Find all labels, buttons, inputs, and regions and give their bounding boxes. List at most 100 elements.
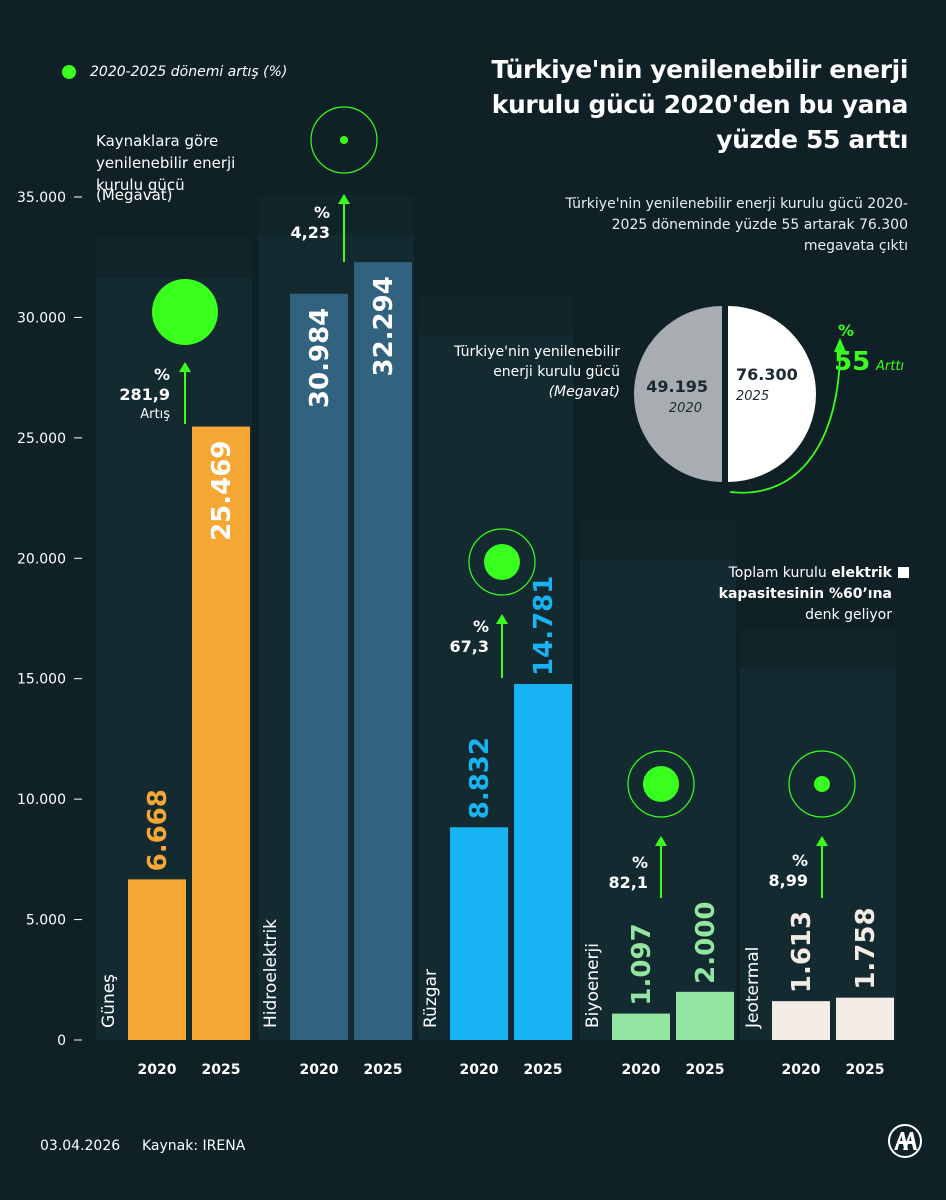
pie-growth-arrow bbox=[729, 347, 841, 494]
bar-2020 bbox=[128, 879, 186, 1040]
growth-arrow-head bbox=[655, 836, 667, 846]
y-tick-label: 10.000 bbox=[17, 792, 66, 808]
y-tick-label: 0 bbox=[57, 1033, 66, 1049]
group-panel-fade bbox=[418, 295, 574, 335]
aa-logo-icon bbox=[888, 1124, 922, 1158]
x-tick-label: 2025 bbox=[364, 1062, 403, 1078]
bar-value-label: 1.758 bbox=[851, 907, 881, 989]
growth-arrow-head bbox=[496, 614, 508, 624]
bar-2020 bbox=[772, 1001, 830, 1040]
growth-ring bbox=[310, 106, 378, 174]
category-label: Biyoenerji bbox=[583, 943, 603, 1028]
bar-2020 bbox=[450, 827, 508, 1040]
category-label: Rüzgar bbox=[421, 969, 441, 1028]
x-tick-label: 2025 bbox=[524, 1062, 563, 1078]
group-panel-fade bbox=[580, 520, 736, 560]
growth-circle bbox=[152, 279, 218, 345]
growth-percent-sign: % bbox=[473, 617, 489, 636]
bar-value-label: 8.832 bbox=[465, 737, 495, 819]
growth-ring bbox=[788, 750, 856, 818]
bar-value-label: 25.469 bbox=[207, 441, 237, 541]
bar-2025 bbox=[192, 426, 250, 1041]
bar-value-label: 14.781 bbox=[529, 576, 559, 676]
pie-caption-unit: (Megavat) bbox=[548, 384, 620, 400]
y-tick-label: 30.000 bbox=[17, 310, 66, 326]
y-axis-title: Kaynaklara göre yenilenebilir enerji kur… bbox=[96, 132, 236, 194]
growth-percent-sign: % bbox=[314, 203, 330, 222]
legend-label: 2020-2025 dönemi artış (%) bbox=[90, 64, 288, 80]
pie-growth-percent-sign: % bbox=[838, 321, 854, 340]
green-dot-icon bbox=[62, 65, 76, 79]
bar-2020 bbox=[290, 293, 348, 1040]
pie-growth-value: 55 bbox=[834, 347, 870, 377]
pie-caption-title: Türkiye'nin yenilenebilir enerji kurulu … bbox=[453, 344, 620, 380]
x-tick-label: 2025 bbox=[846, 1062, 885, 1078]
pie-label-2020: 2020 bbox=[669, 401, 702, 416]
x-tick-label: 2020 bbox=[622, 1062, 661, 1078]
growth-value: 67,3 bbox=[450, 637, 489, 656]
pie-value-2025: 76.300 bbox=[736, 365, 798, 384]
pie-slice-2020 bbox=[634, 306, 722, 482]
growth-circle bbox=[643, 766, 679, 802]
bar-2025 bbox=[676, 991, 734, 1040]
source-label: Kaynak: IRENA bbox=[142, 1138, 246, 1154]
y-axis-unit: (Megavat) bbox=[96, 186, 173, 204]
bar-value-label: 6.668 bbox=[143, 789, 173, 871]
bar-2020 bbox=[612, 1013, 670, 1040]
bar-value-label: 2.000 bbox=[691, 902, 721, 984]
group-panel-fade bbox=[740, 628, 896, 668]
group-panel bbox=[740, 628, 896, 1040]
x-tick-label: 2020 bbox=[782, 1062, 821, 1078]
bar-value-label: 1.613 bbox=[787, 911, 817, 993]
y-tick-label: 25.000 bbox=[17, 431, 66, 447]
growth-percent-sign: % bbox=[632, 853, 648, 872]
bar-2025 bbox=[354, 262, 412, 1041]
x-tick-label: 2020 bbox=[300, 1062, 339, 1078]
growth-value: 4,23 bbox=[291, 223, 330, 242]
bar-value-label: 1.097 bbox=[627, 923, 657, 1005]
growth-arrow-head bbox=[816, 836, 828, 846]
growth-circle bbox=[340, 136, 348, 144]
growth-circle bbox=[814, 776, 830, 792]
growth-ring bbox=[468, 528, 536, 596]
growth-value: 8,99 bbox=[769, 871, 808, 890]
growth-value: 281,9 bbox=[119, 385, 170, 404]
x-tick-label: 2025 bbox=[686, 1062, 725, 1078]
capacity-note: Toplam kurulu elektrik kapasitesinin %60… bbox=[718, 565, 892, 623]
growth-ring bbox=[627, 750, 695, 818]
growth-arrow-head bbox=[338, 194, 350, 204]
category-label: Jeotermal bbox=[743, 947, 763, 1029]
category-label: Güneş bbox=[99, 974, 119, 1028]
bar-2025 bbox=[514, 683, 572, 1040]
growth-circle bbox=[484, 544, 520, 580]
growth-percent-sign: % bbox=[154, 365, 170, 384]
growth-percent-sign: % bbox=[792, 851, 808, 870]
group-panel-fade bbox=[258, 195, 414, 235]
y-tick-label: 20.000 bbox=[17, 551, 66, 567]
pie-growth-arrow-head bbox=[834, 338, 846, 352]
pie-value-2020: 49.195 bbox=[646, 377, 708, 396]
growth-value: 82,1 bbox=[609, 873, 648, 892]
group-panel-fade bbox=[96, 238, 252, 278]
x-tick-label: 2025 bbox=[202, 1062, 241, 1078]
growth-arrow-head bbox=[179, 362, 191, 372]
y-tick-label: 35.000 bbox=[17, 190, 66, 206]
white-square-icon bbox=[898, 567, 909, 578]
x-tick-label: 2020 bbox=[138, 1062, 177, 1078]
x-tick-label: 2020 bbox=[460, 1062, 499, 1078]
y-tick-label: 5.000 bbox=[26, 913, 66, 929]
bar-2025 bbox=[836, 997, 894, 1040]
legend: 2020-2025 dönemi artış (%) bbox=[62, 64, 287, 80]
pie-growth-word: Arttı bbox=[875, 359, 904, 374]
pie-label-2025: 2025 bbox=[736, 389, 769, 404]
pie-slice-2025 bbox=[728, 306, 816, 482]
y-tick-label: 15.000 bbox=[17, 672, 66, 688]
publish-date: 03.04.2026 bbox=[40, 1138, 121, 1154]
page-title: Türkiye'nin yenilenebilir enerji kurulu … bbox=[491, 55, 908, 154]
category-label: Hidroelektrik bbox=[261, 919, 281, 1028]
bar-value-label: 32.294 bbox=[369, 276, 399, 376]
bar-value-label: 30.984 bbox=[305, 308, 335, 408]
pie-caption: Türkiye'nin yenilenebilir enerji kurulu … bbox=[440, 342, 620, 402]
